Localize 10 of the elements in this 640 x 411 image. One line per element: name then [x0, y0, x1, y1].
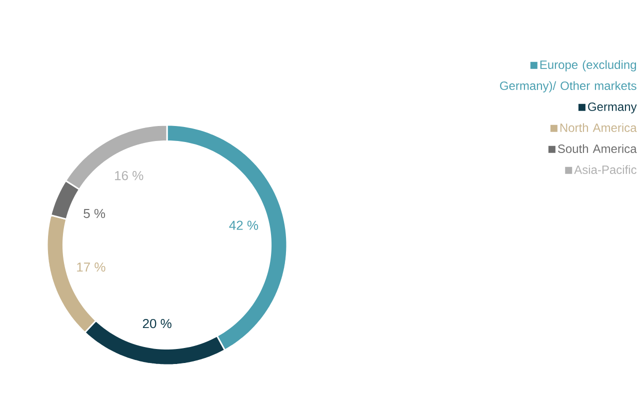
data-label: 16 % [115, 170, 144, 180]
data-label: 42 % [229, 220, 258, 230]
legend-label: North America [560, 123, 637, 132]
legend-label: Asia-Pacific [574, 165, 636, 174]
legend-label: Germany [588, 102, 637, 114]
legend-label: Europe (excluding Germany)/ Other markets [500, 60, 636, 92]
data-label: 5 % [84, 208, 106, 218]
data-label: 20 % [142, 318, 172, 328]
legend-label: South America [558, 144, 637, 153]
data-label: 17 % [77, 262, 106, 272]
